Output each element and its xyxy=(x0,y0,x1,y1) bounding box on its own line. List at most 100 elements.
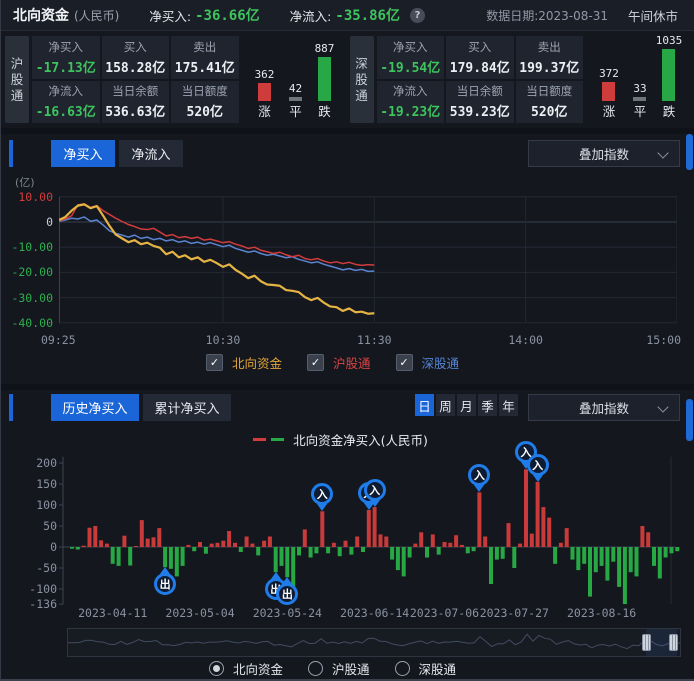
histogram-bar[interactable] xyxy=(483,536,488,548)
histogram-bar[interactable] xyxy=(384,536,389,548)
histogram-bar[interactable] xyxy=(238,547,243,552)
histogram-bar[interactable] xyxy=(262,540,267,547)
histogram-bar[interactable] xyxy=(326,547,331,554)
flow-marker-pin-out[interactable]: 出 xyxy=(276,577,299,606)
flow-marker-pin-in[interactable]: 入 xyxy=(363,479,386,508)
histogram-bar[interactable] xyxy=(541,507,546,547)
histogram-bar[interactable] xyxy=(81,545,86,547)
histogram-bar[interactable] xyxy=(494,547,499,560)
histogram-bar[interactable] xyxy=(361,547,365,552)
overlay-index-dropdown-2[interactable]: 叠加指数 xyxy=(528,394,680,421)
histogram-bar[interactable] xyxy=(395,547,400,571)
histogram-bar[interactable] xyxy=(186,544,191,547)
checkbox-深股通[interactable]: ✓ xyxy=(395,354,413,371)
histogram-bar[interactable] xyxy=(634,547,639,577)
period-button-季[interactable]: 季 xyxy=(478,394,497,416)
histogram-bar[interactable] xyxy=(320,511,325,547)
histogram-bar[interactable] xyxy=(314,547,319,554)
period-button-周[interactable]: 周 xyxy=(436,394,455,416)
history-bar-chart[interactable] xyxy=(59,450,681,608)
histogram-bar[interactable] xyxy=(180,547,185,566)
histogram-bar[interactable] xyxy=(168,547,173,569)
flow-marker-pin-in[interactable]: 入 xyxy=(514,441,537,470)
flow-marker-pin-in[interactable]: 入 xyxy=(311,483,334,512)
histogram-bar[interactable] xyxy=(500,547,505,559)
flow-marker-pin-in[interactable]: 入 xyxy=(468,464,491,493)
tab-cumulative-net-buy[interactable]: 累计净买入 xyxy=(143,394,231,421)
radio-深股通[interactable] xyxy=(394,661,410,676)
radio-北向资金[interactable] xyxy=(208,661,224,676)
histogram-bar[interactable] xyxy=(459,544,464,547)
histogram-bar[interactable] xyxy=(372,507,377,547)
histogram-bar[interactable] xyxy=(407,547,412,558)
histogram-bar[interactable] xyxy=(471,547,476,552)
histogram-bar[interactable] xyxy=(425,547,429,558)
help-icon[interactable]: ? xyxy=(409,7,425,23)
histogram-bar[interactable] xyxy=(104,543,109,547)
histogram-bar[interactable] xyxy=(628,547,633,573)
histogram-bar[interactable] xyxy=(576,547,581,571)
radio-沪股通[interactable] xyxy=(307,661,323,676)
histogram-bar[interactable] xyxy=(203,547,208,554)
panel-tab-shengutong[interactable]: 深股通 xyxy=(349,36,374,123)
histogram-bar[interactable] xyxy=(163,547,168,568)
histogram-bar[interactable] xyxy=(87,527,92,547)
histogram-bar[interactable] xyxy=(256,547,261,556)
slider-handle-left[interactable] xyxy=(642,634,651,651)
histogram-bar[interactable] xyxy=(198,542,202,547)
histogram-bar[interactable] xyxy=(349,547,354,555)
histogram-bar[interactable] xyxy=(291,547,296,587)
overlay-index-dropdown[interactable]: 叠加指数 xyxy=(528,140,680,167)
histogram-bar[interactable] xyxy=(524,469,528,547)
histogram-bar[interactable] xyxy=(110,547,115,564)
histogram-bar[interactable] xyxy=(390,547,395,560)
histogram-bar[interactable] xyxy=(465,547,470,554)
histogram-bar[interactable] xyxy=(343,540,348,547)
histogram-bar[interactable] xyxy=(605,547,610,581)
histogram-bar[interactable] xyxy=(250,543,255,547)
histogram-bar[interactable] xyxy=(221,540,226,547)
histogram-bar[interactable] xyxy=(413,543,418,547)
histogram-bar[interactable] xyxy=(448,542,453,547)
histogram-bar[interactable] xyxy=(669,547,674,554)
histogram-bar[interactable] xyxy=(116,547,121,566)
histogram-bar[interactable] xyxy=(564,528,569,547)
histogram-bar[interactable] xyxy=(122,535,127,547)
flow-marker-pin-in[interactable]: 入 xyxy=(526,453,549,482)
panel-tab-hugutong[interactable]: 沪股通 xyxy=(5,36,29,123)
scrollbar-thumb[interactable] xyxy=(686,399,693,441)
histogram-bar[interactable] xyxy=(297,547,301,556)
histogram-bar[interactable] xyxy=(273,547,278,573)
histogram-bar[interactable] xyxy=(442,542,447,547)
histogram-bar[interactable] xyxy=(477,492,482,547)
histogram-bar[interactable] xyxy=(547,517,552,547)
histogram-bar[interactable] xyxy=(401,547,406,577)
histogram-bar[interactable] xyxy=(663,547,668,558)
tab-net-buy[interactable]: 净买入 xyxy=(51,140,115,167)
histogram-bar[interactable] xyxy=(419,532,424,547)
histogram-bar[interactable] xyxy=(366,510,371,547)
histogram-bar[interactable] xyxy=(640,526,645,547)
histogram-bar[interactable] xyxy=(99,540,104,547)
histogram-bar[interactable] xyxy=(285,547,290,578)
histogram-bar[interactable] xyxy=(308,547,313,558)
histogram-bar[interactable] xyxy=(227,531,232,547)
histogram-bar[interactable] xyxy=(337,547,342,557)
histogram-bar[interactable] xyxy=(134,546,138,547)
checkbox-北向资金[interactable]: ✓ xyxy=(205,354,223,371)
slider-handle-right[interactable] xyxy=(669,634,678,651)
histogram-bar[interactable] xyxy=(570,547,575,560)
date-range-slider[interactable] xyxy=(67,628,681,657)
histogram-bar[interactable] xyxy=(454,535,459,547)
histogram-bar[interactable] xyxy=(529,533,534,547)
histogram-bar[interactable] xyxy=(518,543,523,547)
histogram-bar[interactable] xyxy=(622,547,627,605)
flow-marker-pin-out[interactable]: 出 xyxy=(154,567,177,596)
histogram-bar[interactable] xyxy=(506,523,511,547)
histogram-bar[interactable] xyxy=(611,547,616,562)
histogram-bar[interactable] xyxy=(593,547,598,573)
histogram-bar[interactable] xyxy=(512,547,517,568)
histogram-bar[interactable] xyxy=(675,547,680,552)
histogram-bar[interactable] xyxy=(192,547,197,552)
histogram-bar[interactable] xyxy=(267,536,272,548)
